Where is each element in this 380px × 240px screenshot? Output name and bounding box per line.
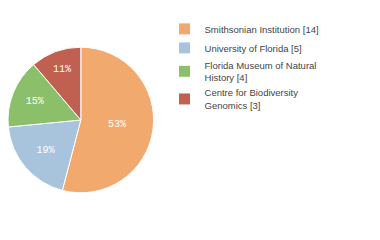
svg-text:11%: 11% — [53, 64, 71, 75]
svg-text:19%: 19% — [37, 145, 55, 156]
svg-text:53%: 53% — [108, 119, 126, 130]
svg-text:15%: 15% — [26, 96, 44, 107]
svg-text:Smithsonian Institution [14]: Smithsonian Institution [14] — [205, 24, 319, 35]
svg-text:University of Florida [5]: University of Florida [5] — [205, 43, 302, 54]
svg-text:Centre for BiodiversityGenomic: Centre for BiodiversityGenomics [3] — [205, 87, 299, 110]
svg-text:Florida Museum of NaturalHisto: Florida Museum of NaturalHistory [4] — [205, 60, 317, 83]
